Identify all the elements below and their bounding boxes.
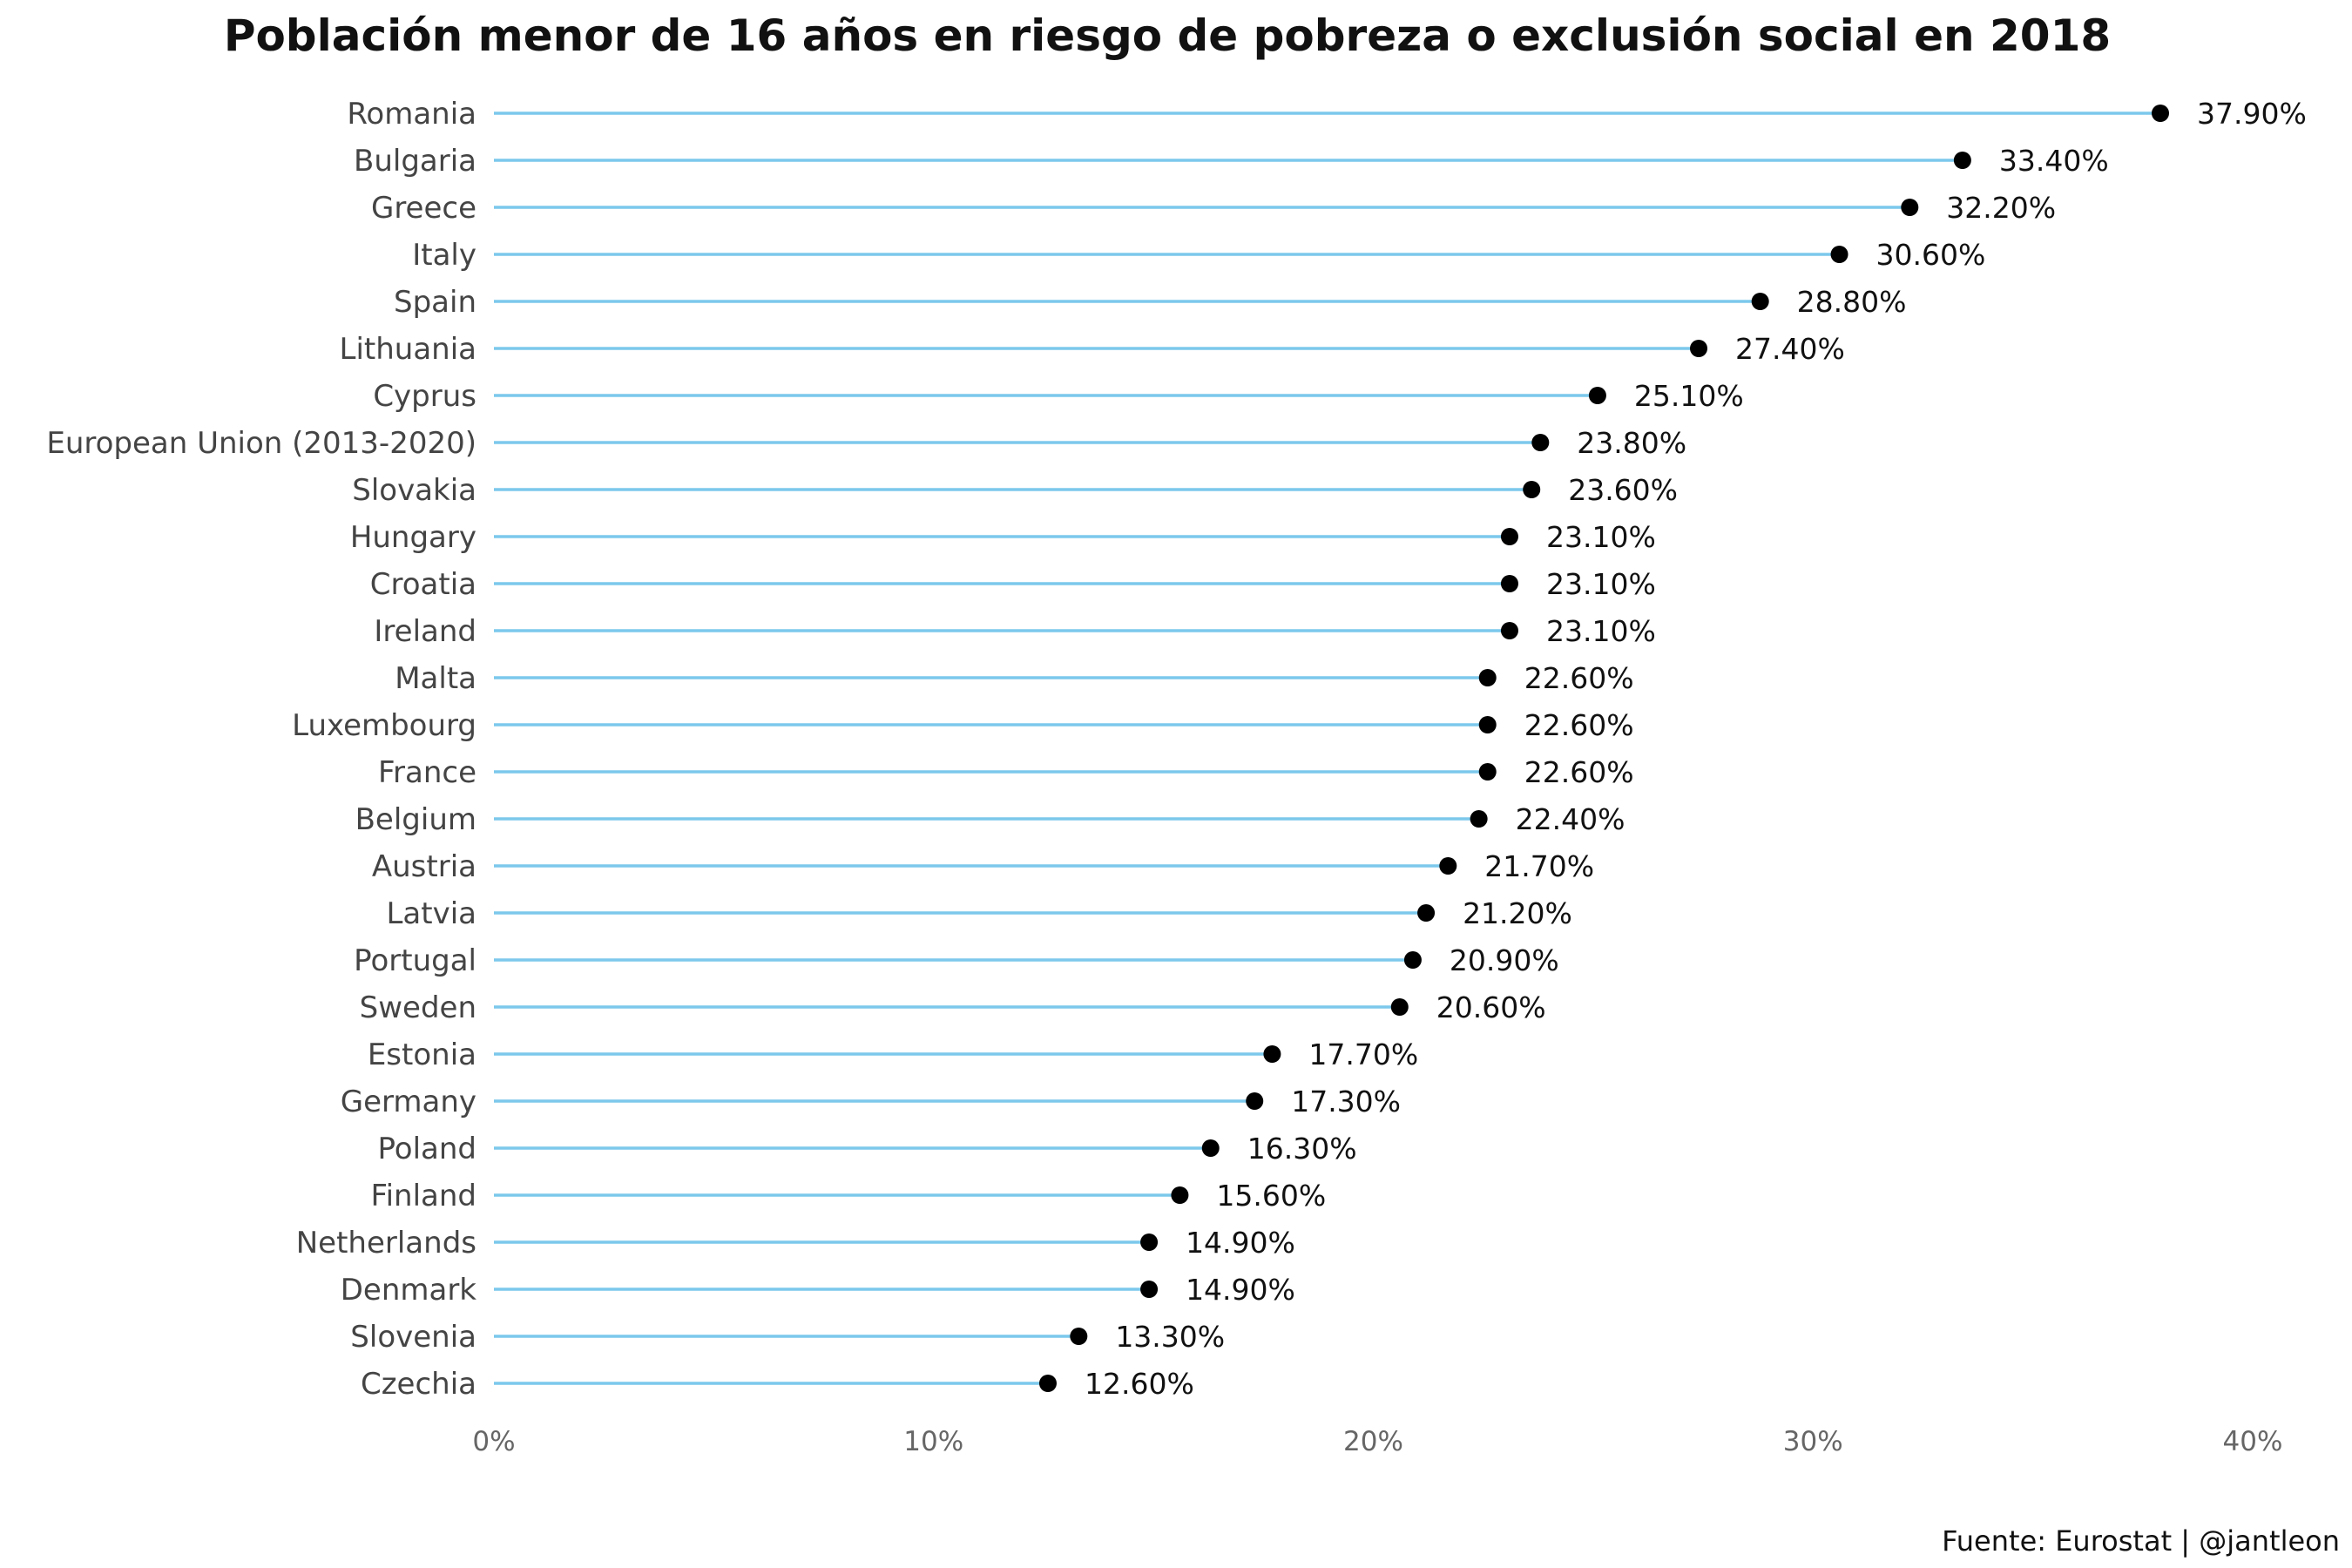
data-point — [1070, 1328, 1088, 1345]
data-point — [1171, 1186, 1189, 1204]
data-point — [1751, 293, 1769, 310]
category-label: Poland — [377, 1132, 476, 1166]
value-label: 23.80% — [1577, 426, 1686, 460]
category-label: Cyprus — [373, 379, 476, 414]
value-label: 37.90% — [2197, 97, 2307, 131]
data-point — [1478, 669, 1497, 686]
category-label: Hungary — [350, 520, 476, 555]
data-point — [1901, 199, 1919, 216]
data-point — [1201, 1139, 1220, 1157]
value-labels: 37.90% 33.40% 32.20% 30.60% 28.80% 27.40% 25.1… — [1085, 97, 2307, 1401]
value-label: 13.30% — [1115, 1320, 1225, 1354]
category-label: Malta — [395, 661, 476, 696]
source-caption: Fuente: Eurostat | @jantleon — [1942, 1524, 2340, 1558]
category-label: Slovakia — [352, 473, 476, 508]
value-label: 25.10% — [1634, 379, 1744, 413]
category-label: Sweden — [360, 990, 476, 1025]
data-point — [1417, 904, 1436, 922]
category-label: Luxembourg — [292, 708, 476, 743]
value-label: 22.60% — [1524, 755, 1634, 789]
value-label: 30.60% — [1876, 238, 1986, 272]
value-label: 20.60% — [1436, 990, 1546, 1024]
value-label: 23.60% — [1568, 473, 1678, 507]
value-label: 14.90% — [1186, 1273, 1295, 1307]
category-label: Italy — [412, 238, 476, 273]
category-label: Denmark — [341, 1273, 477, 1308]
category-label: Finland — [371, 1179, 477, 1213]
data-point — [2152, 105, 2170, 122]
category-label: Austria — [372, 849, 476, 884]
data-point — [1470, 810, 1488, 828]
stems-layer — [494, 112, 2161, 1385]
category-label: Lithuania — [340, 332, 476, 367]
value-label: 22.40% — [1516, 802, 1625, 836]
data-point — [1690, 340, 1708, 357]
category-label: Bulgaria — [354, 144, 476, 179]
category-label: Latvia — [386, 896, 476, 931]
value-label: 33.40% — [1999, 144, 2109, 178]
value-label: 23.10% — [1546, 567, 1656, 601]
value-label: 20.90% — [1450, 943, 1559, 977]
dots-layer — [1038, 105, 2170, 1392]
value-label: 14.90% — [1186, 1226, 1295, 1260]
data-point — [1478, 716, 1497, 733]
data-point — [1478, 763, 1497, 781]
data-point — [1523, 481, 1541, 498]
x-tick-label: 20% — [1343, 1426, 1403, 1457]
category-label: Romania — [347, 97, 476, 132]
x-tick-label: 30% — [1783, 1426, 1843, 1457]
data-point — [1140, 1281, 1159, 1298]
category-labels: Romania Bulgaria Greece Italy Spain Lithuania… — [46, 97, 476, 1402]
category-label: Portugal — [354, 943, 476, 978]
category-label: Germany — [341, 1085, 476, 1119]
value-label: 27.40% — [1735, 332, 1845, 366]
category-label: Croatia — [370, 567, 476, 602]
data-point — [1263, 1045, 1281, 1063]
x-tick-label: 0% — [472, 1426, 515, 1457]
value-label: 22.60% — [1524, 661, 1634, 695]
data-point — [1038, 1375, 1057, 1392]
data-point — [1531, 434, 1550, 451]
data-point — [1830, 246, 1848, 263]
data-point — [1403, 951, 1422, 969]
value-label: 22.60% — [1524, 708, 1634, 742]
category-label: France — [378, 755, 476, 790]
data-point — [1500, 622, 1518, 639]
x-axis: 0% 10% 20% 30% 40% — [472, 1426, 2282, 1457]
category-label: Ireland — [374, 614, 476, 649]
category-label: Spain — [394, 285, 476, 320]
data-point — [1500, 528, 1518, 545]
data-point — [1500, 575, 1518, 592]
category-label: European Union (2013-2020) — [46, 426, 476, 461]
data-point — [1246, 1092, 1264, 1110]
data-point — [1953, 152, 1971, 169]
category-label: Slovenia — [350, 1320, 476, 1355]
category-label: Belgium — [355, 802, 476, 837]
value-label: 32.20% — [1946, 191, 2056, 225]
chart-title: Población menor de 16 años en riesgo de … — [224, 10, 2111, 61]
value-label: 17.30% — [1291, 1085, 1401, 1119]
data-point — [1588, 387, 1606, 404]
category-label: Estonia — [368, 1037, 476, 1072]
data-point — [1439, 857, 1457, 875]
value-label: 21.20% — [1463, 896, 1572, 930]
value-label: 23.10% — [1546, 614, 1656, 648]
category-label: Czechia — [361, 1367, 476, 1402]
value-label: 21.70% — [1484, 849, 1594, 883]
value-label: 16.30% — [1247, 1132, 1357, 1166]
value-label: 12.60% — [1085, 1367, 1194, 1401]
category-label: Netherlands — [296, 1226, 476, 1260]
x-tick-label: 40% — [2223, 1426, 2283, 1457]
value-label: 15.60% — [1216, 1179, 1326, 1213]
data-point — [1140, 1233, 1159, 1251]
value-label: 23.10% — [1546, 520, 1656, 554]
category-label: Greece — [371, 191, 476, 226]
x-tick-label: 10% — [903, 1426, 963, 1457]
data-point — [1390, 998, 1409, 1016]
value-label: 17.70% — [1308, 1037, 1418, 1071]
value-label: 28.80% — [1797, 285, 1907, 319]
